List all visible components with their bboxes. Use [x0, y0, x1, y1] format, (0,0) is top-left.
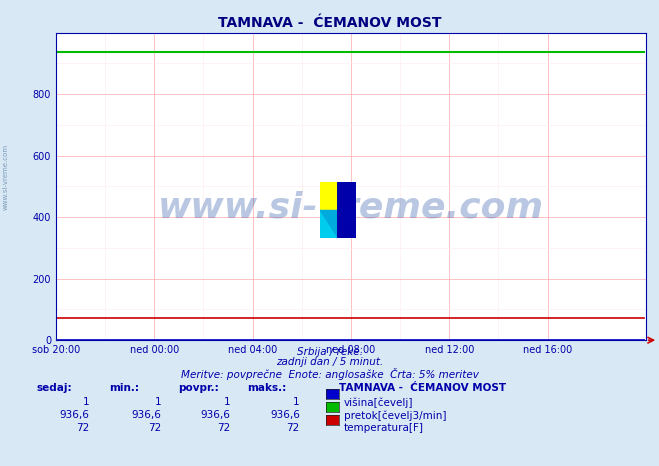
Text: 72: 72 — [287, 423, 300, 433]
Text: TAMNAVA -  ĆEMANOV MOST: TAMNAVA - ĆEMANOV MOST — [217, 16, 442, 30]
Polygon shape — [338, 182, 356, 238]
Text: www.si-vreme.com: www.si-vreme.com — [2, 144, 9, 210]
Text: www.si-vreme.com: www.si-vreme.com — [158, 191, 544, 225]
Polygon shape — [320, 210, 338, 238]
Polygon shape — [320, 210, 338, 238]
Text: Meritve: povprečne  Enote: anglosaške  Črta: 5% meritev: Meritve: povprečne Enote: anglosaške Črt… — [181, 368, 478, 380]
Text: 72: 72 — [148, 423, 161, 433]
Text: 1: 1 — [293, 397, 300, 407]
Text: 1: 1 — [82, 397, 89, 407]
Text: višina[čevelj]: višina[čevelj] — [344, 397, 413, 408]
Text: 936,6: 936,6 — [201, 410, 231, 420]
Text: Srbija / reke.: Srbija / reke. — [297, 347, 362, 357]
Text: 72: 72 — [217, 423, 231, 433]
Text: pretok[čevelj3/min]: pretok[čevelj3/min] — [344, 410, 447, 421]
Text: min.:: min.: — [109, 383, 139, 393]
Text: povpr.:: povpr.: — [178, 383, 219, 393]
Polygon shape — [338, 182, 356, 238]
Text: 72: 72 — [76, 423, 89, 433]
Text: sedaj:: sedaj: — [36, 383, 72, 393]
Text: TAMNAVA -  ĆEMANOV MOST: TAMNAVA - ĆEMANOV MOST — [339, 383, 507, 393]
Text: 1: 1 — [224, 397, 231, 407]
Text: zadnji dan / 5 minut.: zadnji dan / 5 minut. — [276, 357, 383, 367]
Text: 936,6: 936,6 — [132, 410, 161, 420]
Polygon shape — [320, 182, 338, 210]
Text: 1: 1 — [155, 397, 161, 407]
Text: 936,6: 936,6 — [59, 410, 89, 420]
Text: 936,6: 936,6 — [270, 410, 300, 420]
Text: maks.:: maks.: — [247, 383, 287, 393]
Text: temperatura[F]: temperatura[F] — [344, 423, 424, 433]
